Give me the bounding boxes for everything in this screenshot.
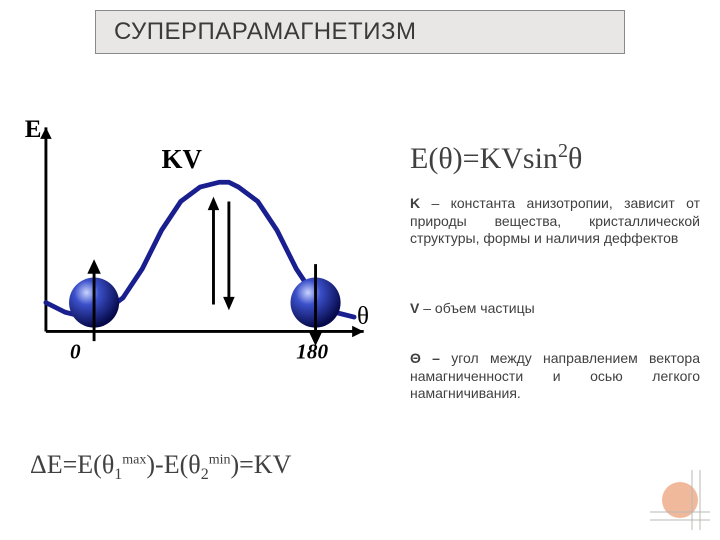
eqd-s1: 1 [114,466,122,483]
eq-lhs: E(θ)=KVsin [410,142,558,175]
kv-label: KV [161,144,202,174]
desc-k: K – константа анизотропии, зависит от пр… [410,195,700,248]
x-tick-180: 180 [296,339,328,363]
eq-tail: θ [568,142,582,175]
sphere-left [69,259,119,341]
desc-v-text: – объем частицы [419,300,534,316]
desc-v: V – объем частицы [410,300,700,318]
eqd-p2: min [209,452,231,467]
corner-decoration [650,470,710,530]
x-axis-label: θ [357,303,369,330]
page-title: СУПЕРПАРАМАГНЕТИЗМ [114,18,416,46]
desc-v-bold: V [410,300,419,316]
eqd-c: )=KV [230,450,291,479]
desc-k-text: – константа анизотропии, зависит от прир… [410,195,700,246]
desc-th-bold: Θ – [410,350,440,366]
sphere-right [291,264,341,346]
title-bar: СУПЕРПАРАМАГНЕТИЗМ [95,10,625,54]
y-axis-label: E [25,116,42,143]
x-tick-0: 0 [70,339,81,363]
eq-exp: 2 [558,140,568,162]
equation-delta: ΔE=E(θ1max)-E(θ2min)=KV [30,450,291,484]
eqd-p1: max [122,452,146,467]
desc-th-text: угол между направлением вектора намагнич… [410,350,700,401]
desc-k-bold: K [410,195,420,211]
kv-arrows [208,197,235,311]
eqd-b: )-E(θ [146,450,200,479]
energy-diagram: E θ KV 0 180 [15,110,385,370]
eqd-delta: Δ [30,450,47,479]
eqd-s2: 2 [201,466,209,483]
equation-main: E(θ)=KVsin2θ [410,140,582,176]
eqd-a: E=E(θ [47,450,115,479]
desc-theta: Θ – угол между направлением вектора нама… [410,350,700,403]
